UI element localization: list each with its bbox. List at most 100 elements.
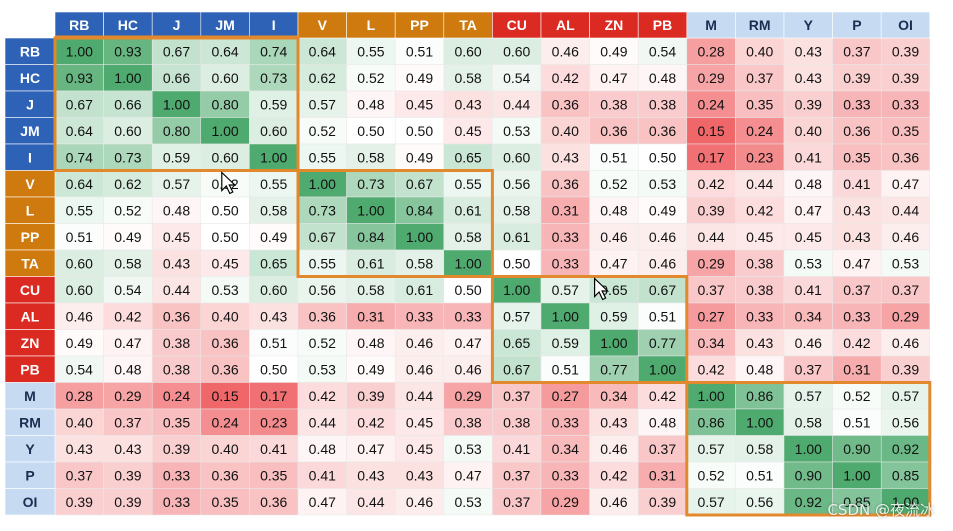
heatmap-cell-i-al xyxy=(540,143,590,171)
cell-value: 0.46 xyxy=(649,229,676,245)
heatmap-cell-v-ta xyxy=(443,170,493,198)
heatmap-cell-l-al xyxy=(540,196,590,224)
heatmap-cell-p-j xyxy=(151,461,202,489)
cell-value: 0.45 xyxy=(406,441,433,457)
heatmap-cell-p-al xyxy=(540,461,590,489)
cell-value: 0.42 xyxy=(114,308,141,324)
cell-value: 0.44 xyxy=(892,202,919,218)
column-label-jm: JM xyxy=(215,17,234,33)
cell-value: 0.58 xyxy=(454,70,481,86)
heatmap-cell-i-ta xyxy=(443,143,493,171)
cell-value: 0.46 xyxy=(600,441,627,457)
cell-value: 0.84 xyxy=(357,229,384,245)
cell-value: 0.58 xyxy=(795,414,822,430)
row-header-l xyxy=(4,196,56,224)
heatmap-cell-ta-pp xyxy=(394,249,445,277)
heatmap-cell-i-j xyxy=(151,143,202,171)
group-highlight-box xyxy=(296,169,494,278)
cell-value: 0.48 xyxy=(746,361,773,377)
cell-value: 0.58 xyxy=(746,441,773,457)
cell-value: 0.45 xyxy=(163,229,190,245)
row-header-m xyxy=(4,382,56,410)
heatmap-cell-m-hc xyxy=(103,382,153,410)
heatmap-cell-jm-i xyxy=(249,117,299,145)
cell-value: 0.55 xyxy=(309,149,336,165)
cell-value: 0.38 xyxy=(746,282,773,298)
cell-value: 0.90 xyxy=(843,441,870,457)
cell-value: 0.73 xyxy=(309,202,336,218)
heatmap-cell-pp-ta xyxy=(443,223,493,251)
cell-value: 0.42 xyxy=(309,388,336,404)
cell-value: 0.52 xyxy=(309,335,336,351)
cell-value: 0.47 xyxy=(309,494,336,510)
cell-value: 0.36 xyxy=(309,308,336,324)
cell-value: 0.58 xyxy=(114,255,141,271)
heatmap-cell-zn-m xyxy=(686,329,736,357)
cell-value: 0.60 xyxy=(66,282,93,298)
heatmap-cell-ta-i xyxy=(249,249,299,277)
row-label-oi: OI xyxy=(23,494,38,510)
cell-value: 0.48 xyxy=(114,361,141,377)
cell-value: 0.43 xyxy=(600,414,627,430)
heatmap-cell-hc-jm xyxy=(200,64,250,92)
heatmap-cell-zn-cu xyxy=(492,329,542,357)
heatmap-cell-ta-l xyxy=(346,249,396,277)
cell-value: 0.46 xyxy=(600,494,627,510)
heatmap-cell-oi-j xyxy=(151,488,202,516)
cell-value: 0.37 xyxy=(503,494,530,510)
cell-value: 0.44 xyxy=(163,282,190,298)
column-label-al: AL xyxy=(556,17,575,33)
cell-value: 0.80 xyxy=(163,123,190,139)
cell-value: 0.61 xyxy=(454,202,481,218)
cell-value: 0.60 xyxy=(503,43,530,59)
cell-value: 1.00 xyxy=(503,282,530,298)
cell-value: 0.29 xyxy=(697,70,724,86)
column-header-rm xyxy=(735,11,785,39)
cell-value: 0.43 xyxy=(746,335,773,351)
cell-value: 0.58 xyxy=(503,202,530,218)
heatmap-cell-hc-ta xyxy=(443,64,493,92)
heatmap-cell-jm-y xyxy=(783,117,833,145)
cell-value: 0.67 xyxy=(649,282,676,298)
heatmap-cell-al-al xyxy=(540,302,590,330)
cell-value: 0.61 xyxy=(503,229,530,245)
heatmap-cell-pp-i xyxy=(249,223,299,251)
cell-value: 0.50 xyxy=(260,361,287,377)
heatmap-cell-pb-rb xyxy=(54,355,104,383)
cell-value: 0.53 xyxy=(795,255,822,271)
cell-value: 0.38 xyxy=(746,255,773,271)
heatmap-cell-al-p xyxy=(832,302,882,330)
cell-value: 0.52 xyxy=(309,123,336,139)
cell-value: 0.35 xyxy=(746,96,773,112)
cell-value: 0.50 xyxy=(211,229,238,245)
cell-value: 0.46 xyxy=(892,229,919,245)
cell-value: 0.34 xyxy=(600,388,627,404)
heatmap-cell-i-l xyxy=(346,143,396,171)
cell-value: 0.39 xyxy=(892,361,919,377)
heatmap-cell-v-oi xyxy=(880,170,931,198)
column-label-j: J xyxy=(173,17,181,33)
row-label-v: V xyxy=(25,176,35,192)
row-label-j: J xyxy=(26,96,34,112)
group-highlight-box xyxy=(685,381,932,517)
heatmap-cell-v-rm xyxy=(735,170,785,198)
cell-value: 0.50 xyxy=(357,123,384,139)
cell-value: 0.35 xyxy=(163,414,190,430)
cell-value: 0.46 xyxy=(649,255,676,271)
cell-value: 0.36 xyxy=(892,149,919,165)
heatmap-cell-j-cu xyxy=(492,90,542,118)
cell-value: 0.38 xyxy=(163,335,190,351)
cell-value: 0.43 xyxy=(114,441,141,457)
cell-value: 0.47 xyxy=(600,70,627,86)
heatmap-cell-i-p xyxy=(832,143,882,171)
cell-value: 0.36 xyxy=(600,123,627,139)
heatmap-cell-jm-m xyxy=(686,117,736,145)
cell-value: 0.24 xyxy=(746,123,773,139)
cell-value: 0.36 xyxy=(649,123,676,139)
column-header-rb xyxy=(54,11,104,39)
heatmap-cell-y-y xyxy=(783,435,833,463)
heatmap-cell-cu-pb xyxy=(637,276,688,304)
cell-value: 0.51 xyxy=(843,414,870,430)
row-header-pp xyxy=(4,223,56,251)
cell-value: 0.55 xyxy=(454,176,481,192)
